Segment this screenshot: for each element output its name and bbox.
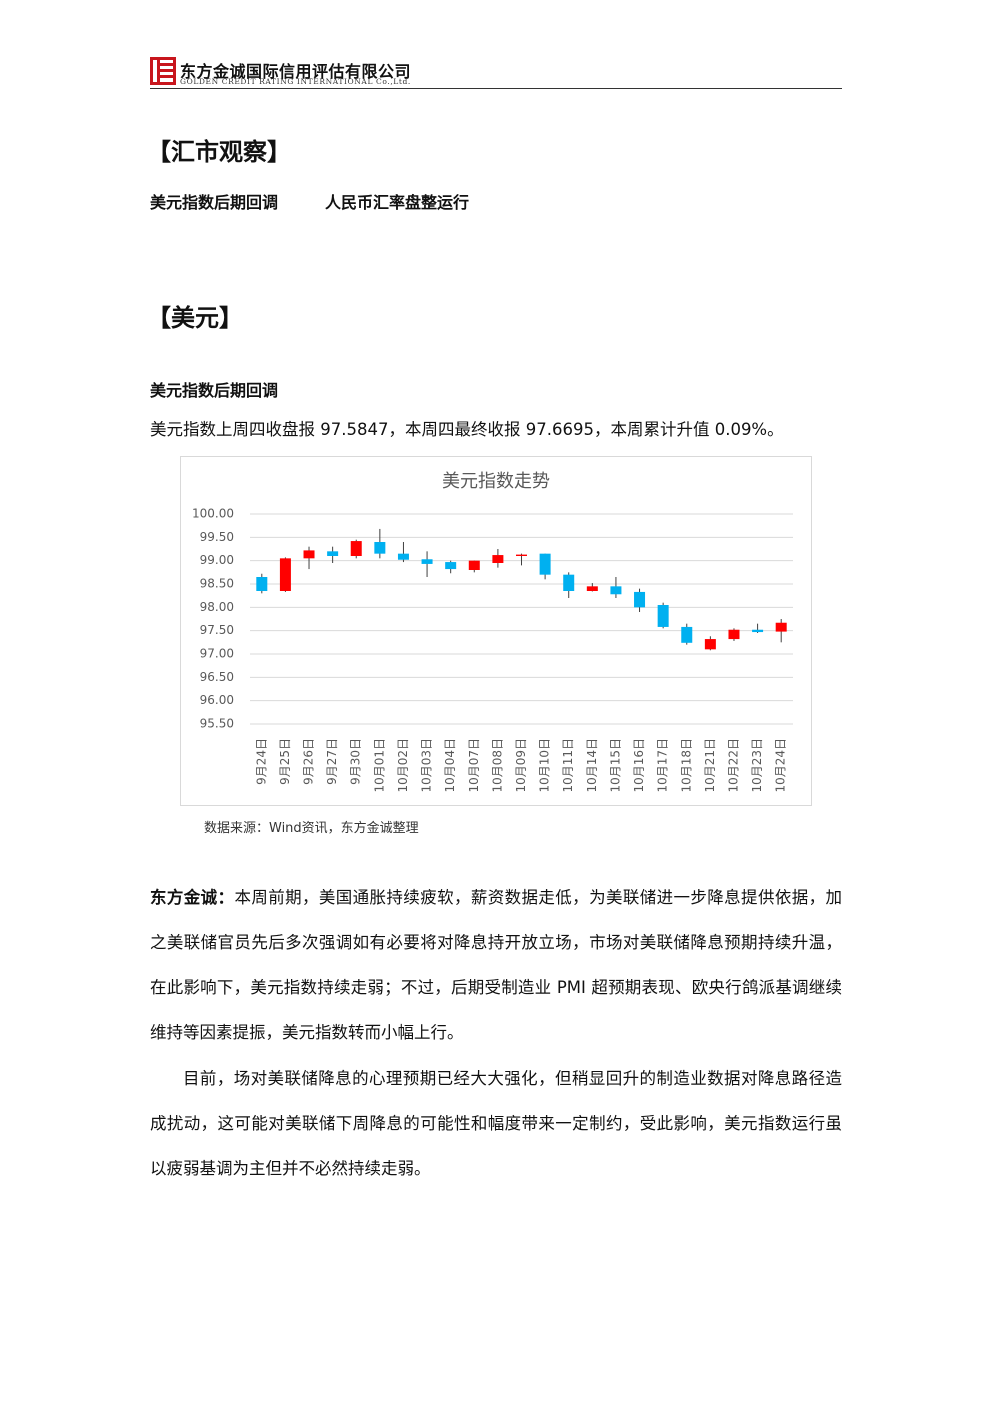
candle-body [279, 558, 291, 591]
x-tick-label: 10月08日 [490, 738, 504, 793]
x-tick-label: 9月30日 [349, 738, 363, 785]
y-tick-label: 99.00 [200, 553, 234, 567]
candle-body [397, 553, 409, 560]
x-tick-label: 10月18日 [679, 738, 693, 793]
x-tick-label: 9月26日 [302, 738, 316, 785]
x-tick-label: 10月04日 [443, 738, 457, 793]
candle-body [350, 541, 362, 556]
candle-body [468, 560, 480, 570]
x-tick-label: 10月23日 [750, 738, 764, 793]
section-title: 【汇市观察】 [147, 138, 291, 166]
candle-body [421, 559, 433, 564]
candle-body [634, 591, 646, 608]
candle-body [752, 629, 764, 633]
x-tick-label: 10月10日 [538, 738, 552, 793]
paragraph: 目前，场对美联储降息的心理预期已经大大强化，但稍显回升的制造业数据对降息路径造成… [150, 1069, 842, 1178]
intro: 美元指数上周四收盘报 97.5847，本周四最终收报 97.6695，本周累计升… [150, 420, 784, 439]
x-tick-label: 10月22日 [726, 738, 740, 793]
logo [150, 57, 176, 85]
y-tick-label: 97.00 [200, 647, 234, 661]
x-tick-label: 10月09日 [514, 738, 528, 793]
candle-body [256, 577, 268, 591]
y-tick-label: 96.00 [200, 693, 234, 707]
candle-body [327, 551, 339, 556]
company-name: 东方金诚国际信用评估有限公司 [180, 62, 412, 81]
y-tick-label: 95.50 [200, 717, 234, 731]
para-text: 本周前期，美国通胀持续疲软，薪资数据走低，为美联储进一步降息提供依据，加之美联储… [150, 888, 842, 1042]
x-tick-label: 10月11日 [561, 738, 575, 793]
y-tick-label: 98.00 [200, 600, 234, 614]
candle-body [681, 626, 693, 643]
candle-body [775, 622, 787, 632]
candle-body [492, 555, 504, 563]
candle-body [516, 554, 527, 556]
candle-body [610, 586, 622, 595]
x-tick-label: 10月17日 [656, 738, 670, 793]
subhead: 美元指数后期回调 [150, 381, 279, 400]
candle-body [539, 553, 551, 575]
x-tick-label: 10月03日 [420, 738, 434, 793]
x-tick-label: 9月27日 [325, 738, 339, 785]
x-tick-label: 9月24日 [254, 738, 268, 785]
x-tick-label: 9月25日 [278, 738, 292, 785]
x-tick-label: 10月15日 [608, 738, 622, 793]
x-tick-label: 10月14日 [585, 738, 599, 793]
paragraph: 东方金诚：本周前期，美国通胀持续疲软，薪资数据走低，为美联储进一步降息提供依据，… [150, 875, 842, 1055]
y-tick-label: 100.00 [192, 507, 234, 521]
section-title: 【美元】 [147, 304, 243, 332]
x-tick-label: 10月24日 [774, 738, 788, 793]
x-tick-label: 10月01日 [372, 738, 386, 793]
candle-body [445, 562, 457, 570]
company-name-en: GOLDEN CREDIT RATING INTERNATIONAL Co.,L… [180, 77, 411, 86]
candle-body [563, 574, 575, 591]
para-lead: 东方金诚： [150, 888, 235, 907]
candle-body [704, 639, 716, 650]
headline: 美元指数后期回调 [150, 193, 279, 212]
candle-body [657, 605, 669, 627]
x-tick-label: 10月21日 [703, 738, 717, 793]
y-tick-label: 96.50 [200, 670, 234, 684]
y-tick-label: 99.50 [200, 530, 234, 544]
chart: 美元指数走势 95.50 96.00 96.50 97.00 97.50 98.00 98.… [180, 456, 812, 806]
candle-body [728, 629, 740, 640]
y-tick-label: 97.50 [200, 623, 234, 637]
header-rule [150, 88, 842, 89]
headline: 人民币汇率盘整运行 [325, 193, 470, 212]
candle-body [303, 550, 315, 559]
x-tick-label: 10月16日 [632, 738, 646, 793]
candle-body [586, 586, 598, 591]
y-tick-label: 98.50 [200, 577, 234, 591]
source: 数据来源：Wind资讯，东方金诚整理 [204, 821, 419, 836]
candle-body [374, 542, 386, 554]
x-tick-label: 10月02日 [396, 738, 410, 793]
x-tick-label: 10月07日 [467, 738, 481, 793]
chart-title: 美元指数走势 [442, 471, 550, 492]
